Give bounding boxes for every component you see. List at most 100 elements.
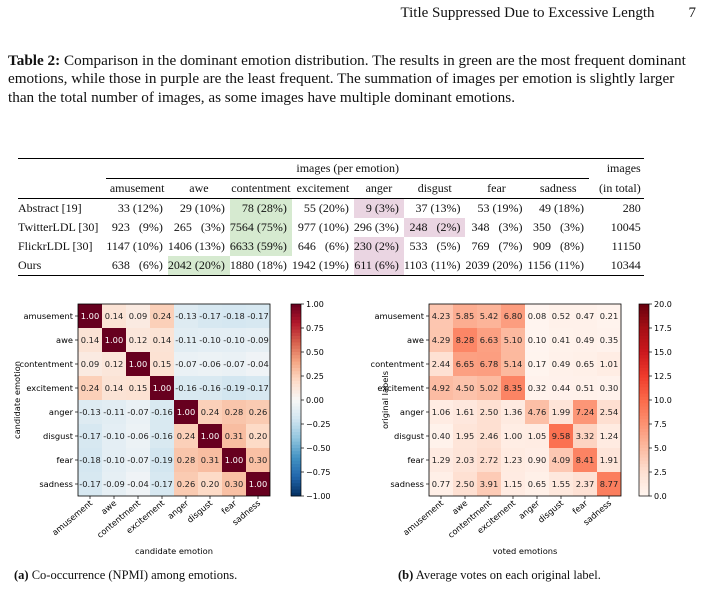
- table-cell-count: 6633: [229, 237, 257, 256]
- colorbar-band: [639, 480, 649, 484]
- heatmap-cell: [78, 352, 102, 376]
- colorbar-band: [291, 313, 301, 318]
- table-cell-count: 55: [303, 201, 316, 215]
- colorbar-band: [291, 412, 301, 417]
- heatmap-cell-label: 1.91: [600, 455, 618, 465]
- heatmap-cell: [78, 304, 102, 328]
- colorbar-band: [639, 441, 649, 446]
- y-tick-label: disgust: [394, 431, 425, 441]
- colorbar-band: [639, 396, 649, 401]
- heatmap-cell: [246, 376, 270, 400]
- heatmap-cell-label: 4.29: [432, 335, 450, 345]
- heatmap-cell: [573, 376, 597, 400]
- heatmap-cell-label: 0.31: [225, 431, 243, 441]
- colorbar-band: [639, 323, 649, 327]
- colorbar-band: [639, 355, 649, 359]
- heatmap-cell: [429, 352, 453, 376]
- table-cell-percent: (3%): [560, 220, 585, 234]
- heatmap-cell-label: 1.00: [225, 455, 243, 465]
- colorbar-band: [291, 473, 301, 478]
- heatmap-cell-label: 0.32: [528, 383, 546, 393]
- colorbar-band: [639, 451, 649, 455]
- colorbar-band: [291, 438, 301, 442]
- table-col-header: disgust: [417, 181, 452, 195]
- colorbar-band: [639, 352, 649, 356]
- colorbar-band: [639, 361, 649, 366]
- colorbar-band: [639, 444, 649, 449]
- heatmap-cell: [453, 424, 477, 448]
- heatmap-cell: [246, 352, 270, 376]
- heatmap-cell: [501, 376, 525, 400]
- colorbar-tick-label: 2.5: [654, 468, 667, 477]
- table-cell-count: 1406: [167, 239, 192, 253]
- heatmap-cell: [222, 352, 246, 376]
- colorbar-band: [291, 339, 301, 343]
- colorbar-tick-label: 0.50: [306, 348, 324, 357]
- heatmap-cell-label: 1.23: [504, 455, 522, 465]
- heatmap-cell-label: 0.15: [129, 383, 147, 393]
- table-cell-percent: (10%): [318, 220, 349, 234]
- y-tick-label: contentment: [371, 359, 425, 369]
- heatmap-cell-label: 4.76: [528, 407, 546, 417]
- heatmap-cell-label: -0.16: [151, 407, 172, 417]
- colorbar-band: [291, 307, 301, 311]
- heatmap-cell-label: 0.17: [528, 359, 546, 369]
- table-cell-percent: (10%): [132, 239, 163, 253]
- table-row: Ours 638 (6%) 2042 (20%) 1880 (18%) 1942 (19%) 61…: [18, 256, 644, 276]
- colorbar-band: [639, 342, 649, 346]
- heatmap-cell: [477, 328, 501, 352]
- heatmap-cell: [78, 472, 102, 496]
- heatmap-cell: [429, 400, 453, 424]
- heatmap-cell: [477, 304, 501, 328]
- heatmap-cell: [549, 472, 573, 496]
- x-tick-label: disgust: [536, 497, 566, 524]
- table-cell-count: 9: [353, 198, 375, 218]
- heatmap-cell-label: 0.49: [576, 335, 594, 345]
- heatmap-cell-label: 9.58: [552, 431, 570, 441]
- heatmap-cell: [597, 472, 621, 496]
- heatmap-cell: [549, 448, 573, 472]
- heatmap-cell: [453, 448, 477, 472]
- heatmap-cell-label: 0.77: [432, 479, 450, 489]
- heatmap-cell-label: 0.14: [81, 335, 99, 345]
- heatmap-cell-label: -0.19: [223, 383, 244, 393]
- table-cell-count: 611: [353, 256, 375, 276]
- heatmap-cell-label: 6.80: [504, 311, 522, 321]
- heatmap-cell-label: 6.63: [480, 335, 498, 345]
- heatmap-grid: 4.23 5.85 5.42 6.80 0.08 0.52 0.47 0.21 4.29 8.28…: [429, 304, 621, 496]
- heatmap-cell-label: -0.09: [103, 479, 124, 489]
- table-cell-percent: (3%): [498, 220, 523, 234]
- colorbar-band: [639, 364, 649, 369]
- heatmap-cell: [78, 400, 102, 424]
- emotion-distribution-table: images (per emotion) images amusement awe…: [18, 158, 644, 276]
- table-cell-percent: (7%): [498, 239, 523, 253]
- colorbar-band: [291, 444, 301, 449]
- colorbar-band: [291, 345, 301, 350]
- heatmap-cell-label: -0.19: [151, 455, 172, 465]
- table-cell-percent: (10%): [194, 201, 225, 215]
- heatmap-cell: [549, 424, 573, 448]
- votes-heatmap-figure: 4.23 5.85 5.42 6.80 0.08 0.52 0.47 0.21 4.29 8.28…: [371, 300, 672, 556]
- heatmap-cell: [525, 376, 549, 400]
- table-cell-percent: (8%): [560, 239, 585, 253]
- heatmap-cell-label: 1.00: [129, 359, 147, 369]
- table-cell-percent: (5%): [436, 239, 461, 253]
- colorbar-band: [291, 336, 301, 340]
- heatmap-cell-label: 0.65: [528, 479, 546, 489]
- heatmap-cell-label: 1.00: [81, 311, 99, 321]
- heatmap-cell: [198, 400, 222, 424]
- heatmap-cell: [150, 304, 174, 328]
- heatmap-cell: [501, 448, 525, 472]
- heatmap-cell-label: 0.40: [432, 431, 450, 441]
- table-cell-count: 1103: [403, 258, 428, 272]
- heatmap-cell: [501, 400, 525, 424]
- heatmap-cell: [198, 448, 222, 472]
- heatmap-cell-label: -0.07: [127, 455, 148, 465]
- heatmap-cell-label: 5.02: [480, 383, 498, 393]
- heatmap-cell-label: 1.00: [249, 479, 267, 489]
- heatmap-cell: [477, 424, 501, 448]
- heatmap-cell-label: 1.95: [456, 431, 474, 441]
- heatmap-cell: [150, 400, 174, 424]
- colorbar-band: [291, 422, 301, 426]
- heatmap-cell-label: 2.50: [456, 479, 474, 489]
